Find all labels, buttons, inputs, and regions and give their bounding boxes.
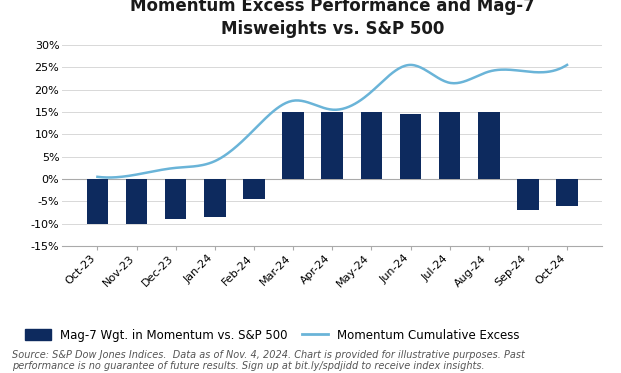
Bar	[283, 112, 304, 179]
Bar	[439, 112, 460, 179]
Title: Momentum Excess Performance and Mag-7
Misweights vs. S&P 500: Momentum Excess Performance and Mag-7 Mi…	[130, 0, 535, 38]
Bar	[243, 179, 265, 199]
Bar	[478, 112, 499, 179]
Legend: Mag-7 Wgt. in Momentum vs. S&P 500, Momentum Cumulative Excess: Mag-7 Wgt. in Momentum vs. S&P 500, Mome…	[25, 329, 520, 342]
Bar	[165, 179, 186, 219]
Bar	[87, 179, 108, 224]
Bar	[361, 112, 382, 179]
Bar	[322, 112, 343, 179]
Text: Source: S&P Dow Jones Indices.  Data as of Nov. 4, 2024. Chart is provided for i: Source: S&P Dow Jones Indices. Data as o…	[12, 350, 525, 371]
Bar	[126, 179, 147, 224]
Bar	[517, 179, 538, 210]
Bar	[204, 179, 225, 217]
Bar	[556, 179, 578, 206]
Bar	[400, 114, 421, 179]
